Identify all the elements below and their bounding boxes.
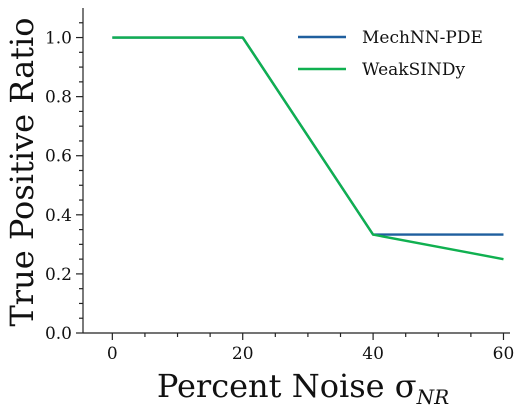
y-tick-label: 0.0	[45, 324, 72, 344]
x-axis-title-subscript: NR	[416, 385, 450, 409]
y-tick-label: 0.2	[45, 265, 72, 285]
x-tick-label: 40	[362, 344, 384, 364]
y-tick-label: 1.0	[45, 29, 72, 49]
series-line-weaksindy	[112, 36, 504, 261]
y-axis-title: True Positive Ratio	[3, 17, 41, 326]
x-tick-label: 20	[232, 344, 254, 364]
axes: 0.0 0.2 0.4 0.6 0.8 1.0 0 20 40 60	[45, 8, 514, 364]
x-tick-label: 0	[107, 344, 118, 364]
y-tick-label: 0.4	[45, 206, 72, 226]
legend: MechNN-PDE WeakSINDy	[298, 28, 483, 80]
series-layer	[112, 36, 504, 261]
x-tick-label: 60	[493, 344, 515, 364]
y-tick-label: 0.8	[45, 88, 72, 108]
y-tick-label: 0.6	[45, 147, 72, 167]
x-axis-title: Percent Noise σNR	[157, 367, 449, 409]
legend-label-weaksindy: WeakSINDy	[362, 60, 465, 80]
legend-label-mechnn-pde: MechNN-PDE	[362, 28, 483, 48]
x-axis-title-main: Percent Noise σ	[157, 367, 417, 405]
